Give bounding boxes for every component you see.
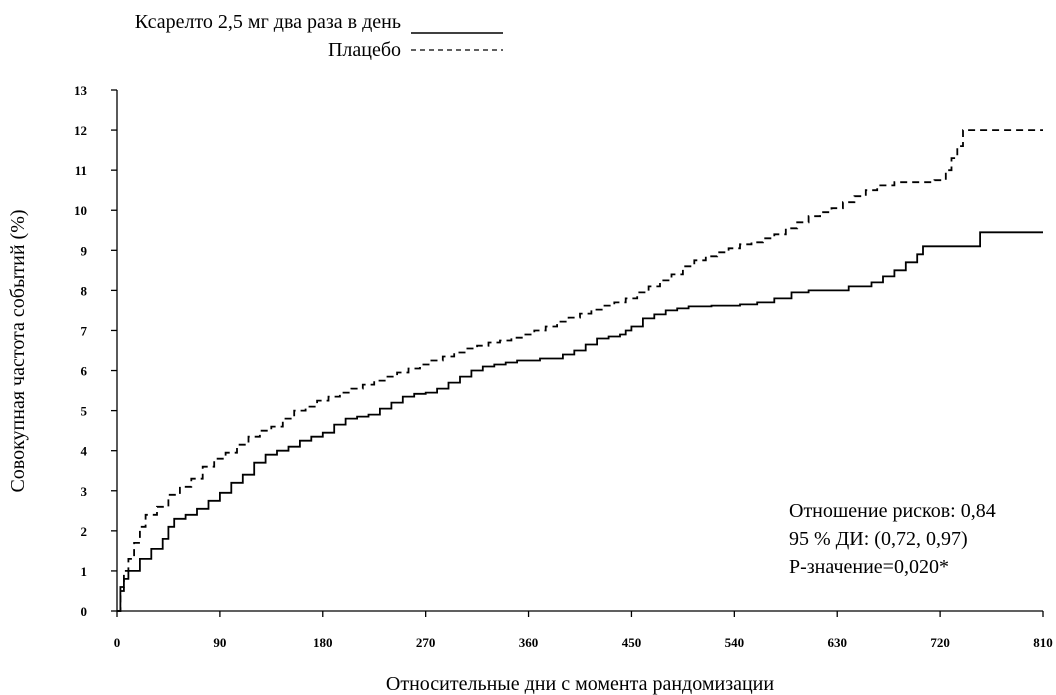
x-tick-label: 450 [622,635,642,650]
series-line-xarelto [117,231,1043,612]
y-tick-label: 4 [81,444,88,459]
series-layer [117,129,1043,612]
y-tick-label: 0 [81,604,88,619]
x-tick-label: 270 [416,635,436,650]
y-tick-label: 10 [74,203,87,218]
legend-label-placebo: Плацебо [328,39,401,61]
y-axis-title: Совокупная частота событий (%) [7,209,29,492]
y-tick-label: 13 [74,83,88,98]
y-tick-label: 7 [81,323,88,338]
y-tick-label: 8 [81,283,88,298]
y-tick-label: 6 [81,364,88,379]
x-tick-label: 360 [519,635,539,650]
series-line-placebo [117,129,1043,612]
x-tick-label: 810 [1033,635,1053,650]
hazard-ratio-text: Отношение рисков: 0,84 [789,500,996,522]
y-tick-label: 5 [81,404,88,419]
x-tick-label: 720 [930,635,950,650]
y-tick-label: 1 [81,564,88,579]
legend: Ксарелто 2,5 мг два раза в день Плацебо [135,11,503,61]
x-tick-label: 180 [313,635,333,650]
y-tick-label: 9 [81,243,88,258]
y-tick-label: 12 [74,123,87,138]
y-tick-label: 11 [75,163,87,178]
stats-annotation: Отношение рисков: 0,84 95 % ДИ: (0,72, 0… [789,500,996,578]
p-value-text: P-значение=0,020* [789,556,949,578]
x-tick-label: 0 [114,635,121,650]
y-tick-label: 2 [81,524,88,539]
x-tick-label: 630 [827,635,847,650]
x-tick-label: 540 [725,635,745,650]
legend-label-xarelto: Ксарелто 2,5 мг два раза в день [135,11,401,33]
x-axis-title: Относительные дни с момента рандомизации [386,673,774,695]
x-tick-label: 90 [213,635,226,650]
x-axis-ticks: 0 90 180 270 360 450 540 630 720 810 [114,611,1053,650]
y-tick-label: 3 [81,484,88,499]
confidence-interval-text: 95 % ДИ: (0,72, 0,97) [789,528,968,550]
